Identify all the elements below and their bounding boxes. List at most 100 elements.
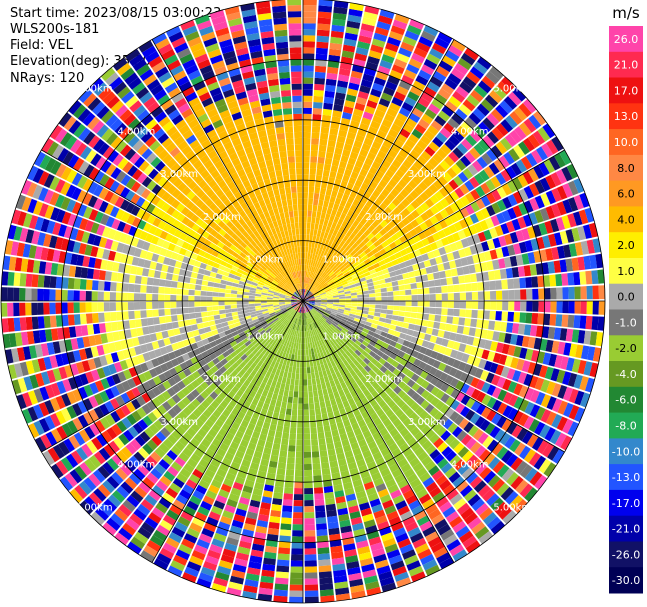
gate [428, 465, 440, 477]
gate [379, 59, 393, 70]
gate [357, 301, 364, 304]
gate [319, 401, 326, 409]
gate [418, 36, 433, 48]
gate [446, 277, 454, 285]
gate [284, 383, 290, 391]
gate [406, 437, 417, 447]
gate [394, 238, 402, 246]
gate [346, 209, 354, 217]
gate [224, 293, 231, 298]
gate [153, 270, 161, 279]
gate [478, 358, 487, 370]
gate [309, 253, 313, 260]
gate [527, 336, 536, 349]
gate [427, 320, 435, 328]
gate [127, 541, 142, 555]
gate [50, 328, 59, 341]
gate [339, 354, 346, 362]
gate [373, 240, 381, 248]
gate [455, 351, 464, 361]
gate [218, 292, 225, 297]
gate [271, 393, 278, 401]
gate [556, 185, 568, 200]
gate [323, 425, 331, 433]
gate [358, 551, 372, 561]
gate [184, 345, 193, 353]
gate [280, 523, 292, 531]
gate [300, 306, 303, 313]
gate [144, 494, 158, 507]
gate [131, 387, 141, 398]
gate [384, 277, 392, 283]
gate [285, 295, 292, 298]
gate [313, 254, 318, 261]
gate [424, 108, 437, 120]
gate [216, 269, 224, 275]
gate [423, 130, 435, 141]
gate [349, 311, 357, 315]
gate [292, 323, 296, 330]
gate [209, 391, 219, 400]
gate [459, 301, 467, 309]
gate [556, 301, 563, 313]
gate [318, 346, 323, 353]
gate [382, 473, 394, 483]
gate [132, 375, 142, 386]
gate [251, 316, 258, 321]
gate [329, 227, 335, 235]
gate [102, 249, 111, 260]
gate [573, 315, 581, 329]
ray [303, 238, 601, 301]
gate [46, 220, 56, 234]
gate [240, 439, 249, 448]
gate [503, 96, 518, 110]
gate [188, 289, 195, 296]
gate [232, 564, 247, 573]
gate [110, 410, 121, 423]
gate [335, 593, 351, 602]
gate [224, 305, 231, 310]
gate [74, 484, 88, 499]
gate [396, 133, 408, 144]
gate [270, 324, 277, 330]
gate [222, 271, 230, 277]
gate [231, 308, 238, 313]
gate [55, 460, 69, 475]
gate [339, 62, 352, 71]
gate [465, 292, 473, 300]
gate [198, 345, 207, 354]
gate [429, 407, 440, 418]
gate [400, 188, 410, 198]
gate [385, 314, 393, 320]
gate [267, 307, 274, 311]
gate [515, 159, 528, 173]
gate [158, 459, 170, 470]
gate [314, 297, 321, 299]
gate [222, 437, 232, 447]
gate [200, 296, 207, 301]
gate [471, 282, 478, 292]
gate [174, 521, 188, 533]
gate [180, 511, 194, 522]
gate [352, 220, 360, 228]
gate [194, 296, 201, 301]
gate [239, 320, 247, 325]
gate [447, 422, 458, 434]
gate [16, 394, 27, 410]
gate [437, 523, 451, 536]
gate [324, 336, 330, 343]
gate [507, 381, 518, 393]
gate [295, 342, 299, 350]
gate [43, 315, 51, 329]
gate [272, 443, 281, 451]
gate [148, 368, 158, 378]
gate [506, 421, 518, 435]
gate [235, 450, 245, 459]
gate [220, 515, 233, 525]
gate [84, 496, 98, 511]
gate [402, 340, 411, 347]
gate [323, 200, 329, 208]
gate [474, 416, 486, 428]
gate [366, 586, 382, 596]
gate [336, 421, 345, 430]
